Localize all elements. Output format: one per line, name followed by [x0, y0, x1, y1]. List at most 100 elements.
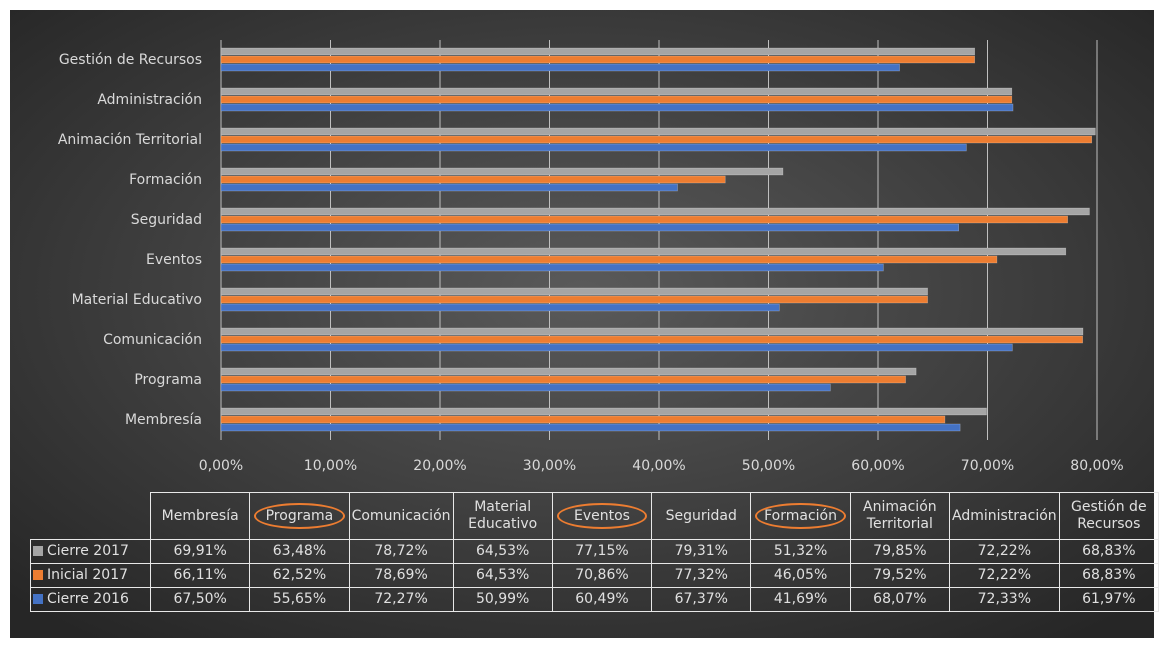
x-tick-label: 70,00% — [961, 458, 1014, 474]
table-row: Cierre 2017 69,91% 63,48% 78,72% 64,53% 77,15… — [30, 539, 1159, 564]
table-header-cell: Formación — [750, 492, 851, 540]
table-corner — [30, 492, 151, 540]
legend-entry: Inicial 2017 — [30, 563, 151, 588]
table-header-cell: Eventos — [551, 492, 653, 540]
y-tick-label: Eventos — [146, 252, 202, 268]
bar — [220, 63, 900, 72]
table-value: 63,48% — [249, 539, 350, 564]
table-value: 64,53% — [452, 563, 553, 588]
bar — [220, 47, 975, 56]
x-tick-label: 0,00% — [199, 458, 243, 474]
bar — [220, 247, 1067, 256]
bar — [220, 375, 906, 384]
bar — [220, 95, 1013, 104]
legend-swatch — [33, 594, 43, 604]
table-value: 60,49% — [551, 587, 653, 612]
x-tick-label: 50,00% — [742, 458, 795, 474]
table-value: 41,69% — [750, 587, 851, 612]
table-value: 72,22% — [949, 539, 1060, 564]
table-header-cell: Comunicación — [348, 492, 454, 540]
table-header-cell: Administración — [949, 492, 1060, 540]
y-tick-label: Administración — [97, 92, 202, 108]
table-value: 77,15% — [551, 539, 653, 564]
bar — [220, 407, 987, 416]
table-header-cell: Gestión de Recursos — [1058, 492, 1159, 540]
bar — [220, 367, 917, 376]
bar — [220, 343, 1013, 352]
table-value: 69,91% — [149, 539, 251, 564]
y-tick-label: Formación — [129, 172, 202, 188]
table-value: 67,50% — [149, 587, 251, 612]
bar — [220, 215, 1068, 224]
legend-label: Cierre 2017 — [47, 543, 129, 559]
x-tick-label: 10,00% — [304, 458, 357, 474]
bar — [220, 87, 1013, 96]
bar — [220, 303, 780, 312]
bar — [220, 207, 1090, 216]
y-tick-label: Programa — [134, 372, 202, 388]
table-header-cell: Material Educativo — [452, 492, 553, 540]
x-tick-label: 40,00% — [632, 458, 685, 474]
legend-entry: Cierre 2016 — [30, 587, 151, 612]
table-header-row: Membresía Programa Comunicación Material Ed… — [30, 492, 1159, 540]
table-value: 64,53% — [452, 539, 553, 564]
table-value: 61,97% — [1058, 587, 1159, 612]
table-value: 50,99% — [452, 587, 553, 612]
bar — [220, 167, 784, 176]
bar — [220, 55, 975, 64]
table-header-cell: Animación Territorial — [849, 492, 951, 540]
table-header-cell: Programa — [249, 492, 350, 540]
bar — [220, 175, 726, 184]
table-value: 67,37% — [651, 587, 752, 612]
y-tick-label: Membresía — [125, 412, 202, 428]
bar — [220, 415, 946, 424]
legend-label: Inicial 2017 — [47, 567, 129, 583]
table-value: 51,32% — [750, 539, 851, 564]
table-value: 79,85% — [849, 539, 951, 564]
legend-label: Cierre 2016 — [47, 591, 129, 607]
bar — [220, 295, 928, 304]
bar — [220, 383, 831, 392]
y-tick-label: Seguridad — [131, 212, 202, 228]
table-value: 79,31% — [651, 539, 752, 564]
legend-entry: Cierre 2017 — [30, 539, 151, 564]
x-tick-label: 80,00% — [1070, 458, 1123, 474]
table-header-cell: Seguridad — [651, 492, 752, 540]
table-value: 68,83% — [1058, 563, 1159, 588]
x-tick-label: 30,00% — [523, 458, 576, 474]
table-row: Inicial 2017 66,11% 62,52% 78,69% 64,53% 70,8… — [30, 563, 1159, 588]
table-value: 68,07% — [849, 587, 951, 612]
x-tick-label: 60,00% — [851, 458, 904, 474]
y-tick-label: Gestión de Recursos — [59, 52, 202, 68]
bar — [220, 135, 1093, 144]
y-tick-label: Material Educativo — [72, 292, 202, 308]
y-tick-label: Animación Territorial — [58, 132, 202, 148]
data-table: Membresía Programa Comunicación Material Ed… — [30, 492, 1159, 612]
x-tick-label: 20,00% — [413, 458, 466, 474]
bar — [220, 143, 967, 152]
bar — [220, 263, 884, 272]
bar — [220, 327, 1084, 336]
bar — [220, 223, 960, 232]
bar — [220, 127, 1096, 136]
bar — [220, 335, 1083, 344]
table-value: 72,22% — [949, 563, 1060, 588]
table-value: 62,52% — [249, 563, 350, 588]
bar — [220, 423, 961, 432]
table-value: 78,72% — [348, 539, 454, 564]
y-tick-label: Comunicación — [103, 332, 202, 348]
table-value: 77,32% — [651, 563, 752, 588]
bar — [220, 287, 928, 296]
legend-swatch — [33, 570, 43, 580]
table-value: 70,86% — [551, 563, 653, 588]
legend-swatch — [33, 546, 43, 556]
table-value: 46,05% — [750, 563, 851, 588]
table-value: 66,11% — [149, 563, 251, 588]
bar — [220, 183, 678, 192]
table-row: Cierre 2016 67,50% 55,65% 72,27% 50,99% 60,49… — [30, 587, 1159, 612]
table-value: 68,83% — [1058, 539, 1159, 564]
table-value: 72,33% — [949, 587, 1060, 612]
table-value: 79,52% — [849, 563, 951, 588]
bar — [220, 255, 998, 264]
